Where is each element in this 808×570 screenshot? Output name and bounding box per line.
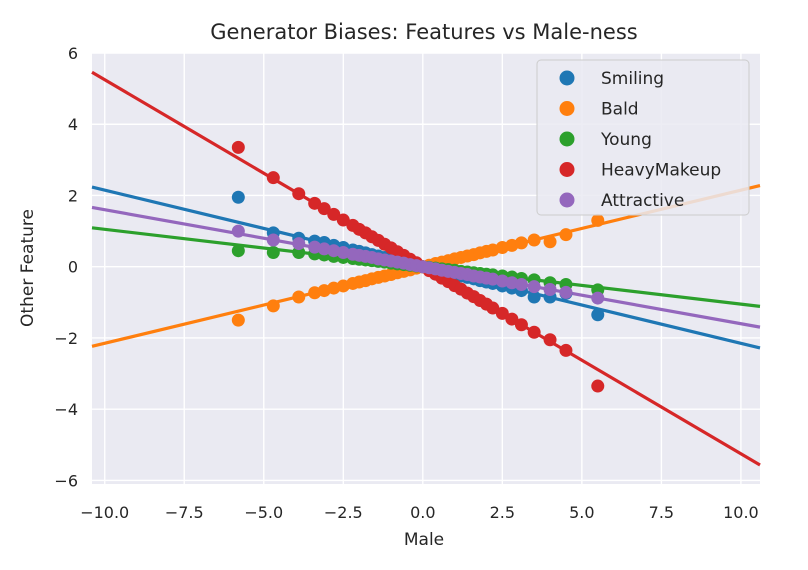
chart-title: Generator Biases: Features vs Male-ness — [210, 20, 637, 44]
point-attractive — [514, 278, 528, 292]
y-tick-label: −2 — [54, 329, 78, 348]
point-bald — [559, 228, 573, 242]
point-bald — [591, 213, 605, 227]
legend-marker-bald — [559, 101, 575, 116]
legend-label-smiling: Smiling — [601, 69, 664, 89]
series-attractive — [231, 224, 605, 305]
x-tick-label: 7.5 — [649, 503, 674, 522]
legend-label-heavymakeup: HeavyMakeup — [601, 161, 721, 181]
legend: Smiling Bald Young HeavyMakeup Attractive — [536, 59, 750, 216]
x-tick-label: −2.5 — [324, 503, 363, 522]
point-attractive — [559, 285, 573, 299]
x-tick-label: 2.5 — [490, 503, 515, 522]
point-young — [292, 245, 306, 259]
point-heavymakeup — [266, 171, 280, 185]
legend-marker-smiling — [559, 70, 575, 86]
point-bald — [292, 290, 306, 304]
point-smiling — [527, 290, 541, 304]
x-tick-label: −5.0 — [244, 503, 283, 522]
point-heavymakeup — [591, 379, 605, 393]
point-heavymakeup — [486, 301, 500, 315]
point-heavymakeup — [559, 343, 573, 357]
x-tick-label: −7.5 — [165, 503, 204, 522]
point-heavymakeup — [543, 333, 557, 347]
x-tick-label: −10.0 — [80, 503, 129, 522]
y-tick-label: −4 — [54, 400, 78, 419]
point-smiling — [231, 190, 245, 204]
y-tick-label: −6 — [54, 471, 78, 490]
y-tick-label: 6 — [68, 44, 78, 63]
legend-label-attractive: Attractive — [601, 191, 684, 211]
series-heavymakeup — [231, 140, 605, 393]
point-heavymakeup — [505, 312, 519, 326]
point-smiling — [591, 308, 605, 322]
point-heavymakeup — [231, 140, 245, 154]
point-bald — [527, 233, 541, 247]
point-young — [266, 245, 280, 259]
y-axis-label: Other Feature — [18, 209, 38, 327]
y-tick-label: 0 — [68, 258, 78, 277]
point-heavymakeup — [336, 213, 350, 227]
point-bald — [266, 299, 280, 313]
y-tick-label: 2 — [68, 186, 78, 205]
point-heavymakeup — [514, 318, 528, 332]
point-heavymakeup — [527, 325, 541, 339]
point-attractive — [231, 224, 245, 238]
point-attractive — [527, 280, 541, 294]
legend-label-young: Young — [600, 130, 652, 150]
legend-label-bald: Bald — [601, 100, 639, 120]
x-tick-label: 5.0 — [569, 503, 594, 522]
point-attractive — [591, 291, 605, 305]
point-heavymakeup — [308, 196, 322, 210]
point-bald — [543, 235, 557, 249]
point-heavymakeup — [317, 202, 331, 216]
point-attractive — [266, 233, 280, 247]
y-tick-label: 4 — [68, 115, 78, 134]
point-bald — [231, 313, 245, 327]
x-axis-label: Male — [404, 530, 444, 550]
legend-marker-attractive — [559, 192, 575, 208]
x-tick-label: 10.0 — [723, 503, 759, 522]
point-attractive — [292, 237, 306, 251]
point-heavymakeup — [327, 207, 341, 221]
data-points — [231, 140, 605, 393]
point-young — [231, 244, 245, 258]
legend-marker-heavymakeup — [559, 162, 575, 177]
point-bald — [514, 236, 528, 250]
point-heavymakeup — [495, 306, 509, 320]
point-heavymakeup — [292, 187, 306, 201]
point-attractive — [543, 283, 557, 297]
legend-box — [536, 59, 750, 216]
tick-labels: −10.0 −7.5 −5.0 −2.5 0.0 2.5 5.0 7.5 10.0 −6 −4 −2 0… — [54, 44, 758, 522]
legend-marker-young — [559, 131, 575, 147]
x-tick-label: 0.0 — [410, 503, 435, 522]
